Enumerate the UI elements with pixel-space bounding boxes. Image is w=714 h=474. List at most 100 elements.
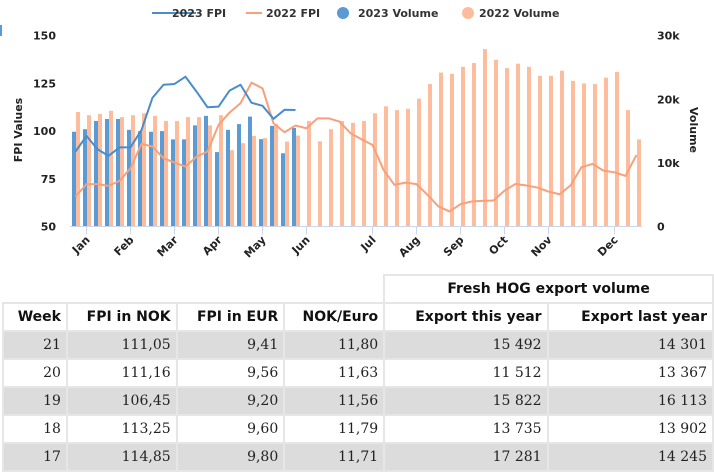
bar-2022-volume [120,117,124,227]
bar-2023-volume [215,152,219,227]
bar-2022-volume [197,117,201,227]
table-cell: 17 281 [383,442,549,472]
column-header: FPI in NOK [65,302,178,332]
bar-2022-volume [373,113,377,227]
blank-header [3,275,385,304]
bar-2022-volume [505,68,509,227]
bar-2022-volume [274,124,278,227]
line-2023-fpi [74,75,296,157]
bar-2022-volume [494,59,498,227]
x-tick-label: Apr [200,233,225,258]
bar-2022-volume [417,98,421,227]
bar-2023-volume [292,127,296,227]
bar-2023-volume [94,120,98,227]
legend-item-2023-fpi[interactable]: 2023 FPI [152,7,226,20]
y2-axis-title: Volume [687,107,700,153]
bar-2022-volume [340,120,344,227]
legend-item-2023-volume[interactable]: 2023 Volume [337,7,438,20]
y2-tick-label: 20k [657,93,680,106]
group-header: Fresh HOG export volume [383,274,714,304]
table-cell: 14 301 [546,330,714,360]
bar-2022-volume [219,115,223,227]
table-cell: 17 [2,442,68,472]
table-cell: 11,80 [283,330,386,360]
bar-2023-volume [116,119,120,227]
table-cell: 15 492 [383,330,549,360]
bar-2022-volume [560,70,564,227]
bar-2022-volume [626,110,630,227]
bar-2022-volume [109,110,113,227]
y-tick-label: 150 [33,30,56,43]
bar-2022-volume [637,139,641,227]
table-row: 19 106,45 9,20 11,56 15 822 16 113 [2,386,714,416]
table-row: 21 111,05 9,41 11,80 15 492 14 301 [2,330,714,360]
table-cell: 9,60 [175,414,286,444]
x-tick-label: Dec [595,233,621,259]
y2-tick-label: 0 [657,221,665,234]
bar-2022-volume [516,63,520,227]
x-tick-label: Jan [69,233,93,257]
y-tick-label: 125 [33,77,56,90]
bar-2022-volume [406,108,410,227]
bar-2022-volume [208,125,212,227]
bar-2023-volume [127,129,131,227]
bar-2023-volume [72,131,76,227]
bar-2022-volume [186,117,190,227]
legend-item-2022-fpi[interactable]: 2022 FPI [246,7,320,20]
bar-2022-volume [439,72,443,227]
x-tick-label: Jul [358,233,379,254]
table-cell: 111,05 [65,330,178,360]
table-cell: 18 [2,414,68,444]
x-tick-label: Jun [289,233,313,257]
bar-2022-volume [296,135,300,227]
table-cell: 14 245 [546,442,714,472]
table-cell: 9,56 [175,358,286,388]
column-header: Week [2,302,68,332]
bar-2023-volume [248,116,252,227]
table-cell: 114,85 [65,442,178,472]
bar-2023-volume [259,139,263,227]
bar-2022-volume [549,75,553,227]
fpi-volume-chart: 2023 FPI 2022 FPI 2023 Volume 2022 Volum… [0,7,700,260]
group-header-row: Fresh HOG export volume [3,274,714,304]
legend-label: 2022 Volume [479,7,559,20]
bar-2023-volume [138,131,142,227]
legend-label: 2023 FPI [172,7,226,20]
table-cell: 11 512 [383,358,549,388]
bar-2022-volume [450,73,454,227]
bar-2022-volume [153,115,157,227]
bar-2022-volume [164,120,168,227]
bar-2022-volume [472,63,476,227]
y2-tick-label: 10k [657,157,680,170]
table-cell: 9,41 [175,330,286,360]
table-cell: 20 [2,358,68,388]
bar-2022-volume [571,80,575,227]
bar-2022-volume [175,120,179,227]
table-cell: 9,80 [175,442,286,472]
line-2022-fpi [74,81,638,213]
bar-2022-volume [307,120,311,227]
bar-2022-volume [615,71,619,227]
x-tick-label: Oct [486,233,510,257]
table-cell: 106,45 [65,386,178,416]
bar-2022-volume [241,143,245,227]
legend-item-2022-volume[interactable]: 2022 Volume [462,7,559,20]
y-tick-label: 100 [33,125,56,138]
legend-dot-icon [337,7,349,19]
x-tick-label: Aug [396,233,422,259]
bar-2023-volume [149,131,153,227]
edge-marker [0,25,2,36]
bar-2022-volume [351,122,355,227]
table-cell: 13 367 [546,358,714,388]
bar-2022-volume [318,141,322,227]
bar-2022-volume [131,115,135,227]
table-cell: 11,79 [283,414,386,444]
bar-2023-volume [226,129,230,227]
legend-label: 2022 FPI [266,7,320,20]
bar-2023-volume [193,125,197,227]
bar-2022-volume [527,66,531,227]
bar-2022-volume [98,113,102,227]
column-header: NOK/Euro [283,302,386,332]
bar-2022-volume [582,83,586,227]
bar-2022-volume [395,110,399,227]
